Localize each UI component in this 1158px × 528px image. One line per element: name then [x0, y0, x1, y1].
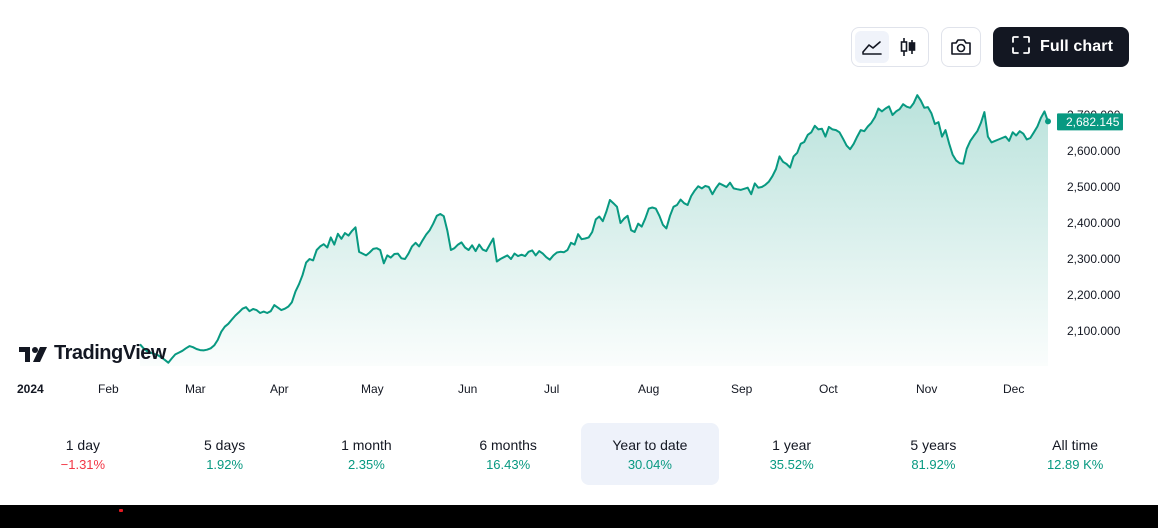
x-tick-label: May: [361, 382, 384, 396]
period-label: 5 days: [204, 436, 246, 453]
period-tab[interactable]: 1 year 35.52%: [723, 423, 861, 485]
y-tick-label: 2,600.000: [1067, 144, 1121, 158]
period-label: All time: [1052, 436, 1099, 453]
period-tab[interactable]: All time 12.89 K%: [1006, 423, 1144, 485]
period-change-value: 12.89 K%: [1046, 456, 1104, 472]
tradingview-logo: TradingView: [18, 342, 166, 365]
period-change-value: 30.04%: [627, 456, 672, 472]
period-label: 5 years: [910, 436, 957, 453]
x-tick-label: Jun: [458, 382, 477, 396]
x-tick-label: Feb: [98, 382, 119, 396]
period-tab[interactable]: 1 month 2.35%: [298, 423, 436, 485]
period-label: Year to date: [612, 436, 688, 453]
period-tab[interactable]: 5 years 81.92%: [865, 423, 1003, 485]
period-change-value: 16.43%: [486, 456, 531, 472]
fullscreen-icon: [1011, 35, 1031, 60]
y-tick-label: 2,300.000: [1067, 252, 1121, 266]
x-tick-label: Jul: [544, 382, 559, 396]
x-tick-label: Dec: [1003, 382, 1024, 396]
price-chart[interactable]: 2,100.000 2,200.000 2,300.000 2,400.000 2,50…: [0, 70, 1158, 400]
y-tick-label: 2,100.000: [1067, 324, 1121, 338]
last-price-layer: 2,682.145: [1045, 113, 1123, 131]
time-axis: 2024 Feb Mar Apr May Jun Jul Aug Sep Oct Nov Dec: [17, 382, 1024, 396]
area-fill: [140, 95, 1048, 366]
period-change-value: 81.92%: [911, 456, 956, 472]
x-tick-label: Aug: [638, 382, 659, 396]
period-label: 1 month: [341, 436, 392, 453]
last-price-label: 2,682.145: [1066, 115, 1120, 129]
period-selector: 1 day −1.31% 5 days 1.92% 1 month 2.35% 6 mont…: [12, 423, 1146, 485]
area-chart-icon[interactable]: [854, 31, 889, 63]
area-fill-layer: [140, 95, 1048, 366]
period-tab[interactable]: 6 months 16.43%: [439, 423, 577, 485]
y-tick-label: 2,500.000: [1067, 180, 1121, 194]
price-line-layer: [139, 94, 1049, 364]
period-change-value: 2.35%: [347, 456, 385, 472]
x-tick-label: Nov: [916, 382, 937, 396]
candlestick-icon[interactable]: [891, 31, 925, 63]
y-tick-label: 2,400.000: [1067, 216, 1121, 230]
tradingview-logo-mark: [19, 346, 47, 362]
period-label: 1 year: [772, 436, 812, 453]
x-tick-label: Sep: [731, 382, 753, 396]
period-tab[interactable]: 5 days 1.92%: [156, 423, 294, 485]
x-tick-label: Mar: [185, 382, 206, 396]
last-price-tag: [1057, 113, 1123, 131]
period-change-value: 1.92%: [206, 456, 244, 472]
period-label: 6 months: [479, 436, 537, 453]
price-series-line: [139, 94, 1049, 364]
full-chart-button[interactable]: Full chart: [992, 27, 1129, 67]
chart-style-switcher: [850, 27, 929, 67]
period-change-value: −1.31%: [60, 456, 106, 472]
full-chart-label: Full chart: [1039, 38, 1113, 55]
logo-text: TradingView: [54, 342, 166, 364]
period-label: 1 day: [65, 436, 100, 453]
bottom-bar: [0, 505, 1158, 528]
period-tab[interactable]: Year to date 30.04%: [581, 423, 719, 485]
period-change-value: 35.52%: [769, 456, 814, 472]
year-label: 2024: [17, 382, 44, 396]
camera-icon[interactable]: [940, 27, 981, 67]
x-tick-label: Apr: [270, 382, 289, 396]
chart-toolbar: Full chart: [850, 27, 1129, 67]
price-axis: 2,100.000 2,200.000 2,300.000 2,400.000 2,50…: [1067, 108, 1121, 338]
last-price-dot: [1045, 118, 1051, 125]
x-tick-label: Oct: [819, 382, 838, 396]
y-tick-label: 2,200.000: [1067, 288, 1121, 302]
period-tab[interactable]: 1 day −1.31%: [14, 423, 152, 485]
